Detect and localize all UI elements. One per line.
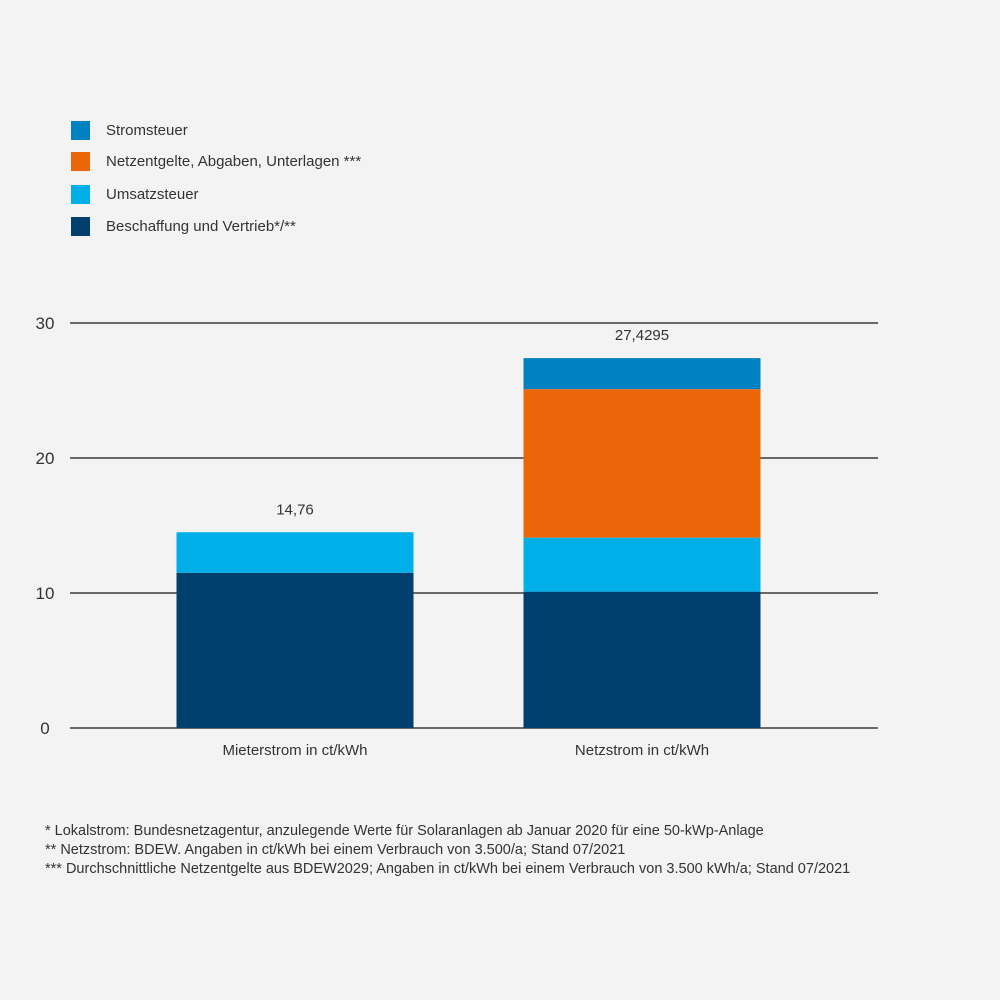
bar-segment-1-2: [523, 389, 761, 538]
legend-label-0: Stromsteuer: [106, 122, 188, 139]
x-category-label-1: Netzstrom in ct/kWh: [575, 742, 709, 759]
legend-swatch-1: [71, 152, 90, 171]
y-tick-label-30: 30: [36, 314, 55, 333]
legend-label-1: Netzentgelte, Abgaben, Unterlagen ***: [106, 153, 361, 170]
legend-label-3: Beschaffung und Vertrieb*/**: [106, 218, 296, 235]
bar-segment-1-1: [523, 537, 761, 592]
footnote-2: ** Netzstrom: BDEW. Angaben in ct/kWh be…: [45, 842, 626, 858]
bar-totals: 14,76 27,4295: [276, 327, 669, 518]
x-category-label-0: Mieterstrom in ct/kWh: [222, 742, 367, 759]
y-axis: 0 10 20 30: [36, 314, 55, 738]
legend-swatch-2: [71, 185, 90, 204]
bars: [176, 358, 761, 728]
footnotes: * Lokalstrom: Bundesnetzagentur, anzuleg…: [45, 822, 985, 879]
bar-segment-0-0: [176, 572, 414, 728]
y-tick-label-20: 20: [36, 449, 55, 468]
legend-swatch-3: [71, 217, 90, 236]
stacked-bar-chart: Stromsteuer Netzentgelte, Abgaben, Unterl…: [36, 121, 878, 759]
y-tick-label-10: 10: [36, 584, 55, 603]
footnote-3: *** Durchschnittliche Netzentgelte aus B…: [45, 861, 851, 877]
bar-segment-1-0: [523, 591, 761, 728]
footnote-1: * Lokalstrom: Bundesnetzagentur, anzuleg…: [45, 823, 764, 839]
y-tick-label-0: 0: [40, 719, 49, 738]
x-axis: Mieterstrom in ct/kWh Netzstrom in ct/kWh: [222, 742, 709, 759]
bar-segment-0-1: [176, 532, 414, 573]
bar-total-label-0: 14,76: [276, 501, 314, 518]
legend-swatch-0: [71, 121, 90, 140]
legend: Stromsteuer Netzentgelte, Abgaben, Unterl…: [71, 121, 361, 236]
legend-label-2: Umsatzsteuer: [106, 186, 199, 203]
bar-segment-1-3: [523, 358, 761, 390]
bar-total-label-1: 27,4295: [615, 327, 669, 344]
